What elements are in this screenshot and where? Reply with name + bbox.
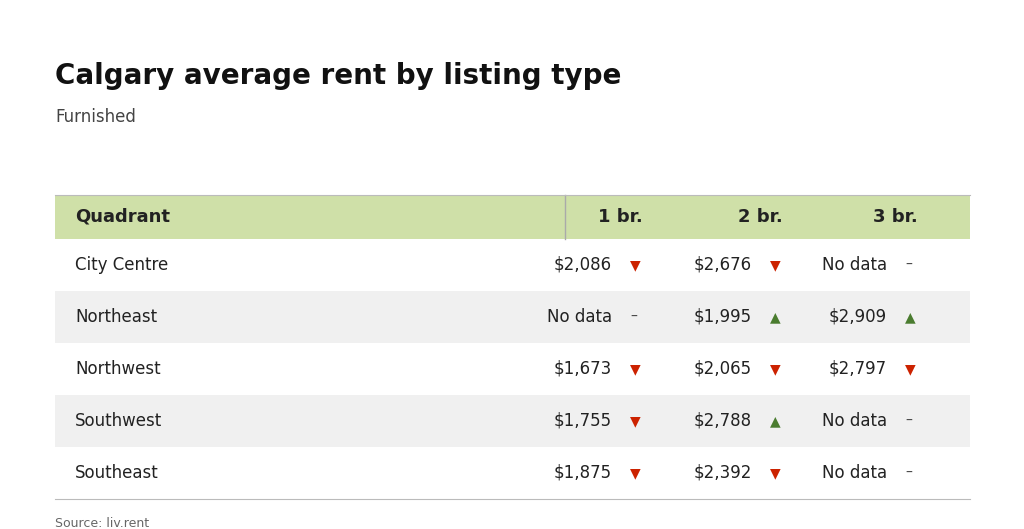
Text: ▼: ▼: [770, 258, 780, 272]
Bar: [55, 343, 970, 395]
Text: $2,797: $2,797: [828, 360, 887, 378]
Text: 2 br.: 2 br.: [737, 208, 782, 226]
Text: $1,995: $1,995: [694, 308, 752, 326]
Text: $2,788: $2,788: [694, 412, 752, 430]
Text: ▲: ▲: [770, 310, 780, 324]
Text: No data: No data: [822, 412, 887, 430]
Text: ▼: ▼: [770, 466, 780, 480]
Text: ▼: ▼: [630, 258, 641, 272]
Text: Southwest: Southwest: [75, 412, 162, 430]
Text: 1 br.: 1 br.: [598, 208, 642, 226]
Bar: [55, 447, 970, 499]
Text: –: –: [905, 414, 912, 428]
Text: $1,875: $1,875: [554, 464, 612, 482]
Text: ▼: ▼: [630, 414, 641, 428]
Bar: [55, 291, 970, 343]
Text: Northeast: Northeast: [75, 308, 157, 326]
Text: $2,065: $2,065: [694, 360, 752, 378]
Text: City Centre: City Centre: [75, 256, 168, 274]
Text: ▼: ▼: [770, 362, 780, 376]
Text: –: –: [905, 466, 912, 480]
Text: Northwest: Northwest: [75, 360, 161, 378]
Text: –: –: [905, 258, 912, 272]
Text: $1,673: $1,673: [554, 360, 612, 378]
Text: ▲: ▲: [905, 310, 915, 324]
Text: Calgary average rent by listing type: Calgary average rent by listing type: [55, 62, 622, 90]
Text: Quadrant: Quadrant: [75, 208, 170, 226]
Text: $2,392: $2,392: [693, 464, 752, 482]
Text: –: –: [630, 310, 637, 324]
Text: $2,909: $2,909: [828, 308, 887, 326]
Text: 3 br.: 3 br.: [872, 208, 918, 226]
Bar: [55, 195, 970, 239]
Text: ▲: ▲: [770, 414, 780, 428]
Text: ▼: ▼: [630, 466, 641, 480]
Bar: [55, 239, 970, 291]
Text: ▼: ▼: [630, 362, 641, 376]
Text: Furnished: Furnished: [55, 108, 136, 126]
Bar: [55, 395, 970, 447]
Text: $1,755: $1,755: [554, 412, 612, 430]
Text: $2,676: $2,676: [694, 256, 752, 274]
Text: Source: liv.rent: Source: liv.rent: [55, 517, 150, 529]
Text: No data: No data: [822, 464, 887, 482]
Text: $2,086: $2,086: [554, 256, 612, 274]
Text: No data: No data: [822, 256, 887, 274]
Text: Southeast: Southeast: [75, 464, 159, 482]
Text: No data: No data: [547, 308, 612, 326]
Text: ▼: ▼: [905, 362, 915, 376]
